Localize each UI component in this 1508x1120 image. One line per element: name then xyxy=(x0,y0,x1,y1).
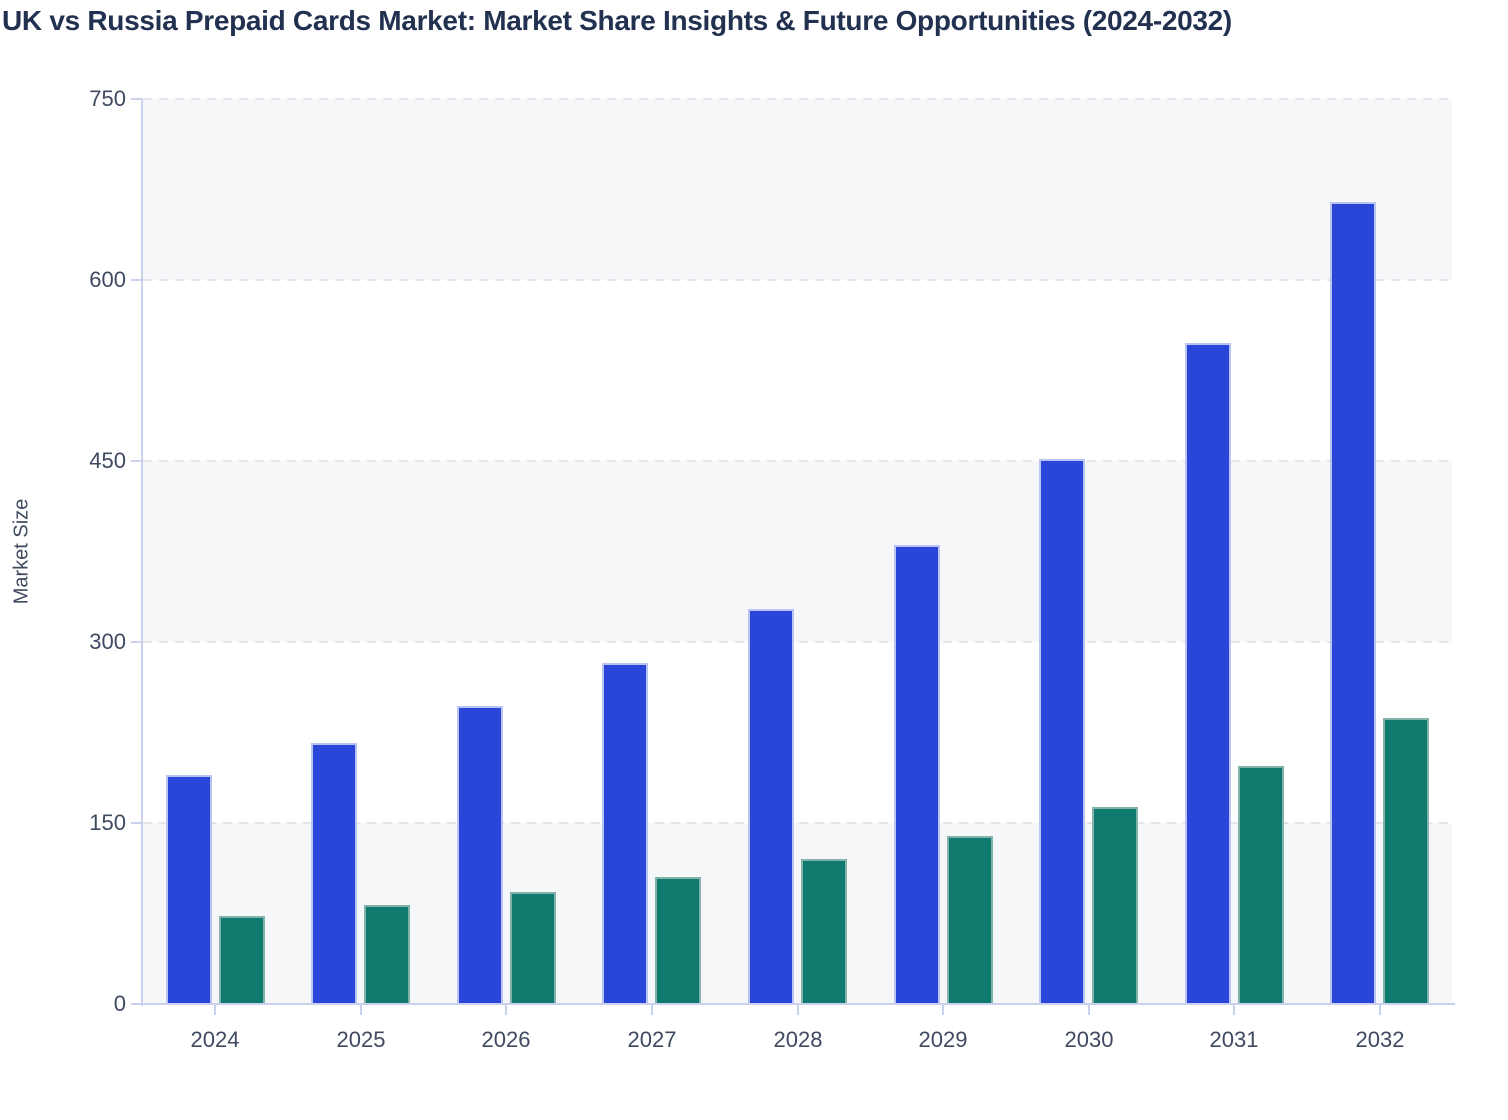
bar-uk-2027[interactable] xyxy=(602,663,648,1004)
plot-area xyxy=(143,98,1452,1004)
x-tick xyxy=(797,1004,799,1015)
y-tick-label-750: 750 xyxy=(89,86,126,111)
x-tick xyxy=(651,1004,653,1015)
x-tick-label-2029: 2029 xyxy=(918,1027,968,1052)
gridline-300 xyxy=(143,641,1452,643)
x-tick-label-2026: 2026 xyxy=(481,1027,531,1052)
bar-uk-2030[interactable] xyxy=(1039,459,1085,1004)
x-tick xyxy=(1379,1004,1381,1015)
x-tick-label-2030: 2030 xyxy=(1064,1027,1114,1052)
y-axis-label: Market Size xyxy=(10,498,33,605)
y-tick xyxy=(131,822,142,824)
y-tick-label-300: 300 xyxy=(89,629,126,654)
background-band xyxy=(143,823,1452,1004)
y-tick xyxy=(131,460,142,462)
y-tick-label-450: 450 xyxy=(89,448,126,473)
gridline-600 xyxy=(143,279,1452,281)
bar-russia-2024[interactable] xyxy=(219,916,265,1004)
y-tick-label-0: 0 xyxy=(113,991,126,1016)
x-tick-label-2025: 2025 xyxy=(336,1027,386,1052)
y-tick xyxy=(131,1003,142,1005)
bar-russia-2031[interactable] xyxy=(1238,766,1284,1004)
bar-uk-2026[interactable] xyxy=(457,706,503,1004)
background-band xyxy=(143,642,1452,823)
bar-russia-2026[interactable] xyxy=(510,892,556,1004)
bar-uk-2028[interactable] xyxy=(748,609,794,1004)
x-tick xyxy=(942,1004,944,1015)
x-tick-label-2028: 2028 xyxy=(773,1027,823,1052)
background-band xyxy=(143,280,1452,461)
y-tick-label-150: 150 xyxy=(89,810,126,835)
chart-title: UK vs Russia Prepaid Cards Market: Marke… xyxy=(2,5,1232,36)
x-axis-line xyxy=(141,1003,1455,1005)
x-tick xyxy=(505,1004,507,1015)
bar-uk-2031[interactable] xyxy=(1185,343,1231,1004)
y-tick xyxy=(131,641,142,643)
background-band xyxy=(143,99,1452,280)
bar-russia-2027[interactable] xyxy=(655,877,701,1004)
gridline-150 xyxy=(143,822,1452,824)
bar-uk-2029[interactable] xyxy=(894,545,940,1004)
bar-russia-2025[interactable] xyxy=(364,905,410,1004)
x-tick xyxy=(214,1004,216,1015)
y-tick-label-600: 600 xyxy=(89,267,126,292)
bar-russia-2028[interactable] xyxy=(801,859,847,1004)
bar-russia-2030[interactable] xyxy=(1092,807,1138,1004)
bar-russia-2029[interactable] xyxy=(947,836,993,1004)
y-axis-line xyxy=(141,99,143,1006)
bar-russia-2032[interactable] xyxy=(1383,718,1429,1004)
bar-uk-2025[interactable] xyxy=(311,743,357,1004)
x-tick xyxy=(360,1004,362,1015)
y-tick xyxy=(131,279,142,281)
x-tick-label-2024: 2024 xyxy=(190,1027,240,1052)
gridline-450 xyxy=(143,460,1452,462)
x-tick xyxy=(1233,1004,1235,1015)
gridline-750 xyxy=(143,98,1452,100)
background-band xyxy=(143,461,1452,642)
x-tick-label-2031: 2031 xyxy=(1209,1027,1259,1052)
y-tick xyxy=(131,98,142,100)
bar-uk-2032[interactable] xyxy=(1330,202,1376,1004)
x-tick-label-2032: 2032 xyxy=(1355,1027,1405,1052)
bar-uk-2024[interactable] xyxy=(166,775,212,1004)
x-tick-label-2027: 2027 xyxy=(627,1027,677,1052)
x-tick xyxy=(1088,1004,1090,1015)
